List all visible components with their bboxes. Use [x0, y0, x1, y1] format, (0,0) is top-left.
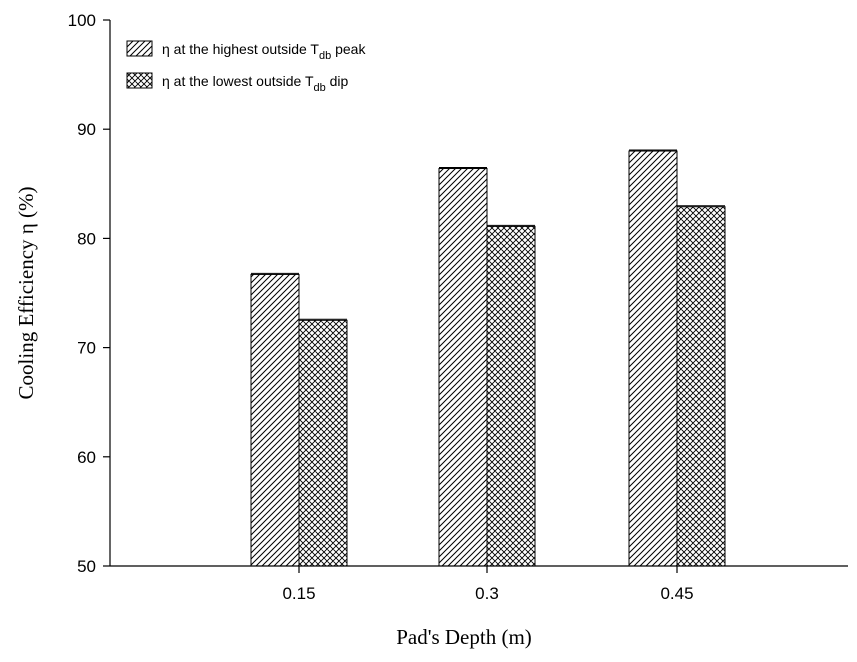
y-axis-ticks: 50 60 70 80 90 100 — [68, 11, 110, 576]
legend-item-1: η at the lowest outside Tdb dip — [126, 72, 349, 94]
legend-label-0: η at the highest outside Tdb peak — [162, 41, 366, 62]
x-tick-label: 0.45 — [660, 584, 693, 603]
y-tick-label: 50 — [77, 557, 96, 576]
x-axis-ticks: 0.15 0.3 0.45 — [282, 566, 694, 603]
legend-swatch-crosshatch — [126, 72, 153, 89]
legend-label-1: η at the lowest outside Tdb dip — [162, 73, 349, 94]
legend: η at the highest outside Tdb peak η at t… — [126, 40, 366, 94]
x-axis-title: Pad's Depth (m) — [396, 625, 532, 649]
legend-swatch-diagonal — [126, 40, 153, 57]
bar-dip-0.3 — [486, 225, 536, 567]
y-tick-label: 60 — [77, 448, 96, 467]
bar-peak-0.3 — [438, 168, 488, 567]
bars-layer — [250, 149, 726, 567]
bar-dip-0.45 — [676, 206, 726, 567]
y-tick-label: 100 — [68, 11, 96, 30]
bar-peak-0.15 — [250, 273, 300, 567]
bar-dip-0.15 — [298, 319, 348, 567]
y-tick-label: 80 — [77, 229, 96, 248]
x-tick-label: 0.15 — [282, 584, 315, 603]
bar-peak-0.45 — [628, 150, 678, 567]
y-tick-label: 70 — [77, 339, 96, 358]
y-tick-label: 90 — [77, 120, 96, 139]
legend-item-0: η at the highest outside Tdb peak — [126, 40, 366, 62]
x-tick-label: 0.3 — [475, 584, 499, 603]
y-axis-title: Cooling Efficiency η (%) — [14, 187, 38, 400]
